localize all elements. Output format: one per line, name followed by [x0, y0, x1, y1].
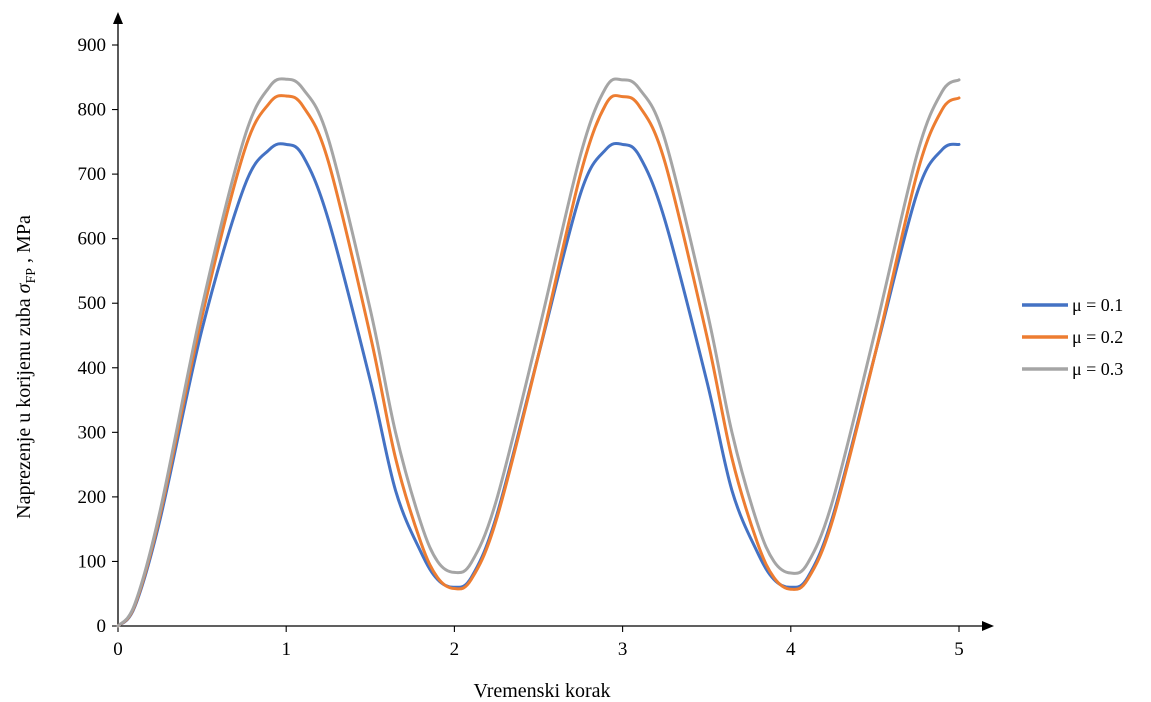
x-tick-label: 0	[113, 639, 123, 660]
y-axis-title-symbol: σ	[13, 282, 35, 293]
y-axis-title-suffix: , MPa	[13, 215, 35, 268]
x-tick-label: 2	[450, 639, 460, 660]
y-axis-title-prefix: Naprezenje u korijenu zuba	[13, 293, 35, 518]
series-line-3	[116, 77, 961, 628]
legend: μ = 0.1 μ = 0.2 μ = 0.3	[1022, 295, 1123, 379]
x-tick-label: 3	[618, 639, 628, 660]
x-tick-label: 4	[786, 639, 796, 660]
y-ticks: 0 100 200 300 400 500 600 700 800 900	[78, 35, 118, 637]
y-tick-label: 0	[97, 616, 107, 637]
x-tick-label: 5	[954, 639, 964, 660]
y-axis-arrow	[113, 12, 123, 24]
legend-item: μ = 0.1	[1022, 295, 1123, 315]
y-axis-title: Naprezenje u korijenu zuba σFP , MPa	[13, 215, 39, 519]
legend-label: μ = 0.3	[1072, 359, 1123, 379]
y-tick-label: 900	[78, 35, 107, 56]
x-tick-label: 1	[281, 639, 291, 660]
series-line-1	[116, 141, 961, 628]
x-axis-title: Vremenski korak	[473, 680, 610, 702]
y-tick-label: 200	[78, 487, 107, 508]
series-line-2	[116, 94, 961, 628]
y-tick-label: 600	[78, 229, 107, 250]
legend-label: μ = 0.1	[1072, 295, 1123, 315]
legend-item: μ = 0.2	[1022, 327, 1123, 347]
x-ticks: 0 1 2 3 4 5	[113, 626, 964, 660]
x-axis: 0 1 2 3 4 5	[113, 621, 994, 660]
legend-label: μ = 0.2	[1072, 327, 1123, 347]
y-tick-label: 800	[78, 100, 107, 121]
legend-item: μ = 0.3	[1022, 359, 1123, 379]
y-tick-label: 500	[78, 293, 107, 314]
y-tick-label: 400	[78, 358, 107, 379]
x-axis-arrow	[982, 621, 994, 631]
y-axis: 0 100 200 300 400 500 600 700 800 900	[78, 12, 123, 637]
y-axis-title-subscript: FP	[24, 268, 39, 284]
y-tick-label: 300	[78, 422, 107, 443]
y-tick-label: 100	[78, 551, 107, 572]
plot-series	[116, 77, 961, 628]
y-tick-label: 700	[78, 164, 107, 185]
